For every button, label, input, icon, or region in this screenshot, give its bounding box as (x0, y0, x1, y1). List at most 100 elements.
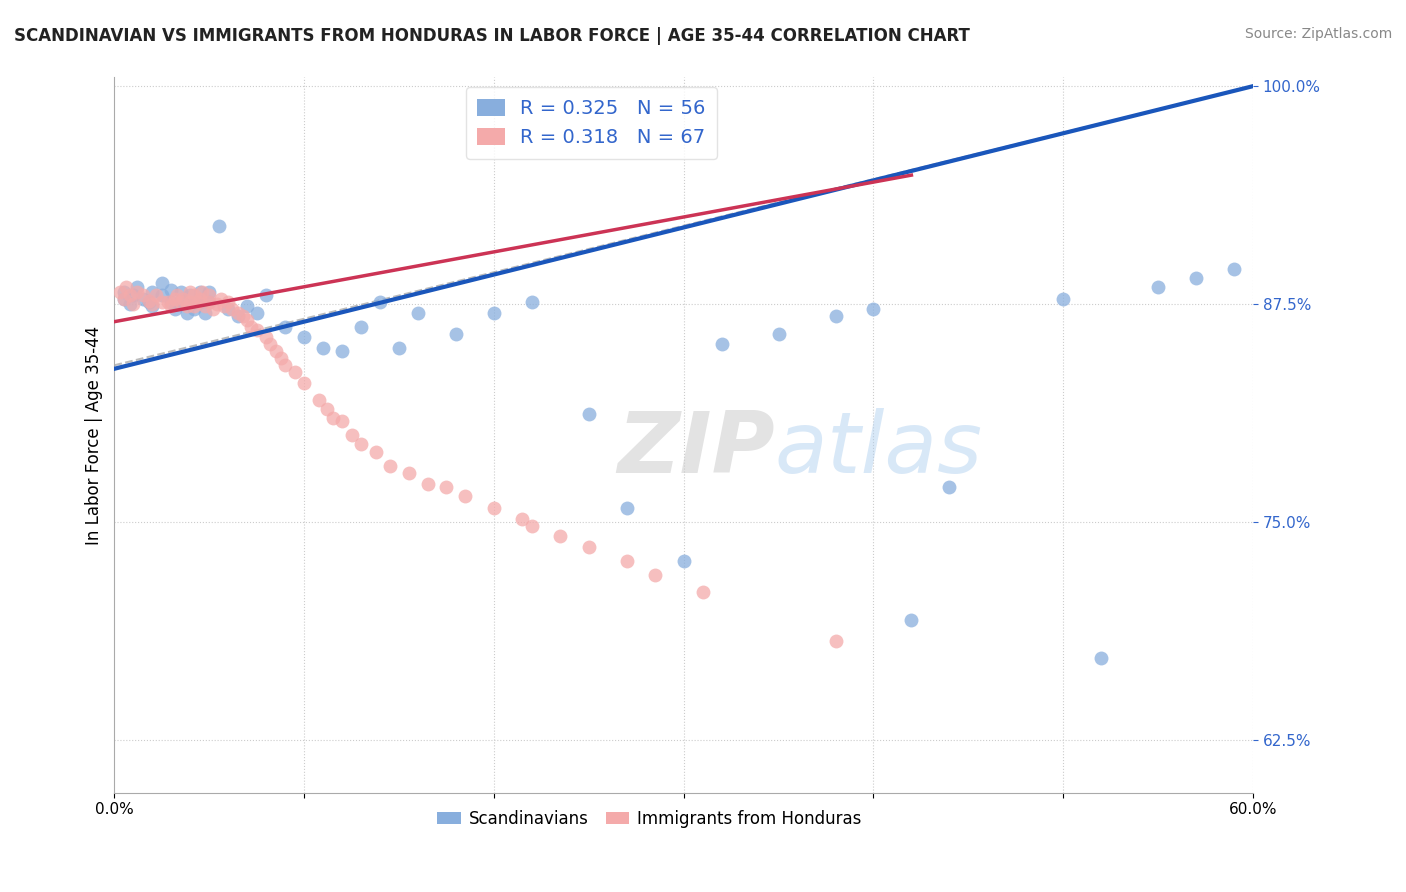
Point (209, 292, 232, 306)
Point (202, 302, 225, 317)
Text: Source: ZipAtlas.com: Source: ZipAtlas.com (1244, 27, 1392, 41)
Point (217, 302, 239, 317)
Point (183, 302, 205, 317)
Point (824, 633, 846, 648)
Point (322, 410, 344, 425)
Point (188, 285, 211, 299)
Point (112, 292, 135, 306)
Point (388, 341, 411, 355)
Y-axis label: In Labor Force | Age 35-44: In Labor Force | Age 35-44 (86, 326, 103, 545)
Point (330, 344, 353, 359)
Text: ZIP: ZIP (617, 408, 775, 491)
Point (900, 613, 922, 627)
Point (330, 414, 353, 428)
Point (190, 285, 212, 299)
Point (176, 306, 198, 320)
Point (259, 337, 281, 351)
Point (170, 295, 193, 310)
Point (292, 330, 315, 344)
Point (205, 297, 228, 311)
Point (183, 288, 205, 302)
Point (179, 288, 201, 302)
Point (938, 480, 960, 494)
Point (127, 285, 149, 299)
Point (768, 326, 790, 341)
Point (398, 467, 420, 481)
Point (378, 459, 401, 474)
Point (274, 358, 297, 372)
Point (236, 313, 259, 327)
Point (194, 299, 217, 313)
Point (198, 295, 221, 310)
Point (616, 554, 638, 568)
Text: SCANDINAVIAN VS IMMIGRANTS FROM HONDURAS IN LABOR FORCE | AGE 35-44 CORRELATION : SCANDINAVIAN VS IMMIGRANTS FROM HONDURAS… (14, 27, 970, 45)
Text: atlas: atlas (775, 408, 983, 491)
Point (198, 288, 221, 302)
Point (672, 554, 695, 568)
Point (254, 330, 277, 344)
Point (156, 295, 179, 310)
Point (112, 292, 135, 306)
Point (236, 299, 259, 313)
Point (217, 295, 239, 310)
Point (118, 297, 141, 311)
Point (132, 292, 155, 306)
Point (520, 295, 543, 310)
Point (141, 297, 163, 311)
Point (644, 567, 666, 582)
Point (520, 518, 543, 533)
Point (122, 297, 145, 311)
Point (1185, 271, 1208, 285)
Point (145, 288, 167, 302)
Point (188, 295, 211, 310)
Point (122, 288, 145, 302)
Point (444, 326, 467, 341)
Point (141, 285, 163, 299)
Point (292, 376, 315, 390)
Point (350, 319, 373, 334)
Point (160, 299, 183, 313)
Point (221, 302, 243, 317)
Point (246, 306, 269, 320)
Point (150, 288, 173, 302)
Point (172, 292, 194, 306)
Point (179, 285, 201, 299)
Point (710, 337, 733, 351)
Legend: Scandinavians, Immigrants from Honduras: Scandinavians, Immigrants from Honduras (430, 803, 869, 834)
Point (232, 310, 254, 324)
Point (170, 285, 193, 299)
Point (198, 285, 221, 299)
Point (578, 407, 600, 421)
Point (550, 529, 572, 543)
Point (350, 436, 373, 450)
Point (150, 295, 173, 310)
Point (208, 219, 231, 233)
Point (240, 319, 263, 334)
Point (141, 299, 163, 313)
Point (512, 512, 534, 526)
Point (166, 288, 188, 302)
Point (108, 285, 131, 299)
Point (254, 288, 277, 302)
Point (226, 306, 249, 320)
Point (160, 295, 183, 310)
Point (194, 306, 217, 320)
Point (274, 319, 297, 334)
Point (1223, 262, 1246, 277)
Point (824, 310, 846, 324)
Point (214, 299, 236, 313)
Point (436, 480, 458, 494)
Point (270, 351, 292, 366)
Point (616, 501, 638, 516)
Point (165, 302, 187, 317)
Point (368, 295, 391, 310)
Point (454, 489, 477, 503)
Point (312, 341, 335, 355)
Point (416, 476, 439, 491)
Point (160, 283, 183, 297)
Point (316, 401, 339, 416)
Point (150, 277, 173, 291)
Point (1090, 651, 1112, 665)
Point (188, 292, 211, 306)
Point (114, 279, 136, 293)
